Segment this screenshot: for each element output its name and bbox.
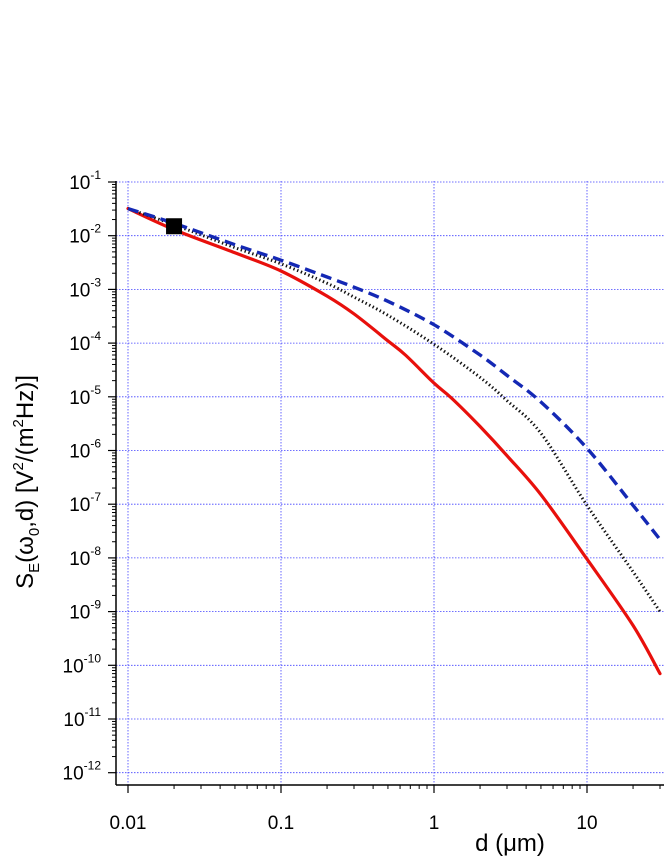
series-line-dotted: [127, 207, 662, 613]
y-tick-exponent: -9: [90, 598, 101, 612]
y-tick-label: 10-12: [63, 759, 102, 785]
y-tick-label: 10-3: [69, 275, 101, 301]
y-tick-label: 10-5: [69, 383, 101, 409]
y-tick-exponent: -3: [90, 275, 101, 289]
x-axis-label: d (μm): [475, 830, 545, 857]
axis-ticks: [108, 181, 661, 793]
y-tick-label: 10-6: [69, 437, 101, 463]
y-tick-base: 10: [69, 442, 90, 463]
y-tick-base: 10: [69, 603, 90, 624]
y-tick-base: 10: [69, 495, 90, 516]
y-tick-label: 10-8: [69, 544, 101, 570]
y-tick-base: 10: [69, 549, 90, 570]
y-tick-label: 10-2: [69, 222, 101, 248]
x-tick-label: 0.01: [110, 813, 147, 834]
y-tick-exponent: -10: [84, 651, 102, 665]
y-tick-exponent: -11: [85, 705, 102, 719]
y-tick-exponent: -4: [90, 329, 101, 343]
y-tick-label: 10-4: [69, 329, 101, 355]
y-axis-label: SE(ω0,d) [V2/(m2Hz)]: [10, 375, 43, 589]
y-tick-exponent: -8: [90, 544, 101, 558]
y-tick-exponent: -5: [90, 383, 101, 397]
y-tick-base: 10: [69, 227, 90, 248]
x-tick-label: 0.1: [268, 813, 294, 834]
y-tick-exponent: -7: [90, 490, 101, 504]
y-tick-base: 10: [69, 280, 90, 301]
y-tick-base: 10: [69, 334, 90, 355]
y-tick-exponent: -6: [90, 437, 101, 451]
y-tick-label: 10-1: [69, 168, 101, 194]
y-tick-base: 10: [63, 656, 84, 677]
y-tick-base: 10: [69, 388, 90, 409]
axes: [115, 181, 664, 786]
series-line-dashed: [127, 206, 662, 541]
y-tick-base: 10: [63, 764, 84, 785]
tick-labels: 0.01 0.1 1 1010-110-210-310-410-510-610-710…: [63, 168, 598, 834]
x-tick-label: 10: [576, 813, 597, 834]
y-tick-exponent: -12: [84, 759, 102, 773]
y-tick-label: 10-11: [63, 705, 101, 731]
x-tick-label: 1: [429, 813, 440, 834]
y-tick-exponent: -1: [90, 168, 101, 182]
y-tick-exponent: -2: [90, 222, 101, 236]
data-markers: [166, 218, 183, 235]
y-tick-label: 10-9: [69, 598, 101, 624]
y-tick-base: 10: [69, 173, 90, 194]
y-tick-label: 10-10: [63, 651, 102, 677]
square-marker: [166, 218, 183, 235]
y-tick-base: 10: [63, 710, 84, 731]
data-series: [126, 206, 662, 676]
series-line-solid: [126, 207, 662, 676]
y-tick-label: 10-7: [69, 490, 101, 516]
grid-lines: [116, 181, 664, 785]
